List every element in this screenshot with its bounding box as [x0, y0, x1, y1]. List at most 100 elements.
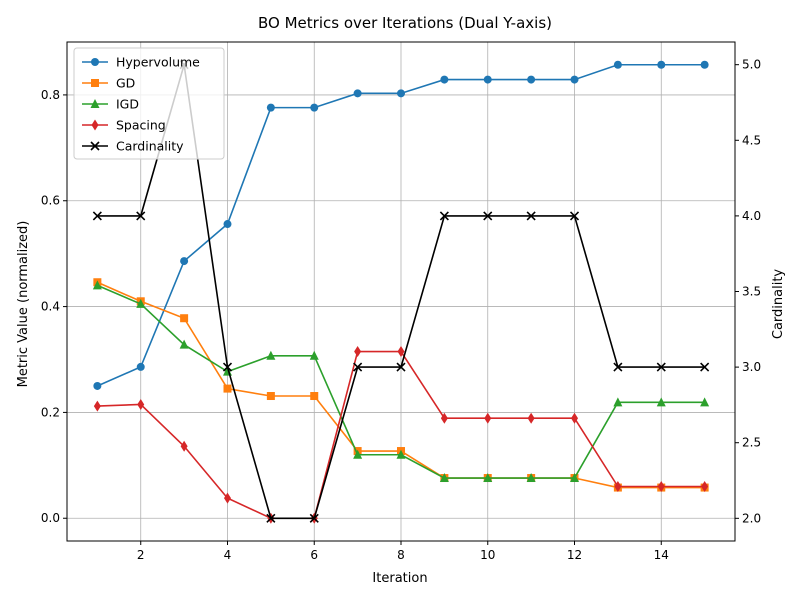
cardinality-point [309, 513, 319, 523]
legend-label: IGD [116, 97, 139, 112]
legend-label: GD [116, 76, 135, 91]
spacing-point [93, 400, 101, 412]
cardinality-point [569, 211, 580, 221]
right-y-axis: 2.0 2.5 3.0 3.5 4.0 4.5 5.0 [735, 58, 761, 525]
series-hypervolume [93, 60, 709, 390]
legend-item-igd: IGD [82, 97, 139, 112]
spacing-point [657, 480, 665, 492]
cardinality-point [613, 362, 623, 372]
left-y-tick-label: 0.0 [41, 511, 60, 525]
igd-point [700, 397, 710, 407]
legend-label: Hypervolume [116, 55, 200, 70]
left-y-tick-label: 0.4 [41, 300, 60, 314]
spacing-point [440, 412, 448, 424]
hypervolume-point [136, 362, 145, 371]
igd-point [396, 449, 406, 459]
legend-item-cardinality: Cardinality [82, 139, 184, 154]
gd-point [223, 384, 232, 393]
igd-point [136, 298, 146, 308]
gd-point [266, 392, 275, 401]
chart-title: BO Metrics over Iterations (Dual Y-axis) [258, 14, 552, 32]
spacing-point [397, 346, 405, 358]
x-axis-label: Iteration [372, 571, 427, 586]
hypervolume-point [570, 75, 579, 84]
igd-point [526, 473, 536, 483]
spacing-point [137, 398, 145, 410]
hypervolume-point [613, 60, 622, 69]
igd-point [92, 280, 102, 290]
left-y-axis-label: Metric Value (normalized) [16, 221, 31, 388]
left-y-tick-label: 0.8 [41, 88, 60, 102]
hypervolume-point [223, 220, 232, 229]
cardinality-point [353, 362, 363, 372]
legend-marker [91, 119, 99, 131]
series-igd [92, 280, 710, 483]
cardinality-point [700, 362, 710, 372]
cardinality-point [266, 513, 276, 523]
x-tick-label: 4 [224, 548, 232, 562]
igd-point [266, 350, 276, 360]
cardinality-point [483, 211, 493, 221]
right-y-tick-label: 3.5 [742, 285, 761, 299]
legend-item-hypervolume: Hypervolume [82, 55, 200, 70]
spacing-point [484, 412, 492, 424]
left-y-tick-label: 0.6 [41, 194, 60, 208]
left-y-tick-label: 0.2 [41, 405, 60, 419]
hypervolume-point [397, 89, 405, 98]
spacing-point [701, 480, 709, 492]
spacing-point [354, 346, 362, 358]
legend-item-gd: GD [82, 76, 135, 91]
x-axis: 2 4 6 8 10 12 14 [137, 541, 669, 562]
x-tick-label: 6 [310, 548, 318, 562]
igd-point [439, 473, 449, 483]
right-y-tick-label: 2.5 [742, 436, 761, 450]
x-tick-label: 8 [397, 548, 405, 562]
hypervolume-point [657, 60, 666, 69]
spacing-point [614, 480, 622, 492]
cardinality-point [396, 362, 406, 372]
left-y-axis: 0.0 0.2 0.4 0.6 0.8 [41, 88, 67, 525]
cardinality-point [92, 211, 102, 221]
igd-point [656, 397, 666, 407]
x-tick-label: 10 [480, 548, 495, 562]
right-y-tick-label: 3.0 [742, 360, 761, 374]
hypervolume-point [483, 75, 492, 84]
igd-point [179, 339, 189, 349]
hypervolume-point [310, 103, 319, 112]
right-y-tick-label: 4.0 [742, 209, 761, 223]
right-y-tick-label: 4.5 [742, 133, 761, 147]
igd-point [613, 397, 623, 407]
right-y-tick-label: 2.0 [742, 511, 761, 525]
hypervolume-point [700, 60, 709, 69]
igd-point [570, 473, 580, 483]
legend-label: Cardinality [116, 139, 184, 154]
gd-point [180, 314, 189, 323]
x-tick-label: 2 [137, 548, 145, 562]
hypervolume-point [527, 75, 536, 84]
gd-point [310, 392, 319, 401]
x-tick-label: 12 [567, 548, 582, 562]
igd-point [353, 449, 363, 459]
right-y-tick-label: 5.0 [742, 58, 761, 72]
spacing-point [180, 440, 188, 452]
legend-item-spacing: Spacing [82, 118, 166, 133]
hypervolume-point [353, 89, 362, 98]
spacing-point [571, 412, 579, 424]
legend-marker [91, 58, 99, 66]
cardinality-point [439, 211, 449, 221]
hypervolume-point [180, 257, 189, 266]
igd-point [309, 350, 319, 360]
right-y-axis-label: Cardinality [771, 269, 786, 340]
legend-marker [90, 141, 100, 151]
legend-label: Spacing [116, 118, 166, 133]
legend: Hypervolume GD IGD Spacing Cardinality [73, 47, 225, 160]
igd-point [483, 473, 493, 483]
cardinality-point [656, 362, 666, 372]
hypervolume-point [266, 103, 275, 112]
legend-marker [91, 79, 99, 87]
legend-marker [90, 99, 100, 108]
spacing-point [527, 412, 535, 424]
hypervolume-point [93, 381, 102, 390]
hypervolume-point [440, 75, 449, 84]
